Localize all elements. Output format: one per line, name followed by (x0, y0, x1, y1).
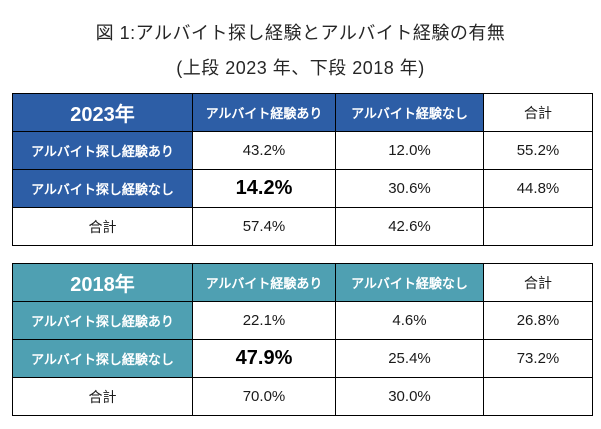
year-header-2018: 2018年 (12, 263, 193, 302)
col-header-experience-yes-2018: アルバイト経験あり (192, 263, 336, 302)
value-cell: 44.8% (483, 169, 593, 208)
value-cell: 12.0% (335, 131, 484, 170)
value-cell-emphasized: 14.2% (192, 169, 336, 208)
row-label-search-yes-2018: アルバイト探し経験あり (12, 301, 193, 340)
table-row: 合計 57.4% 42.6% (12, 207, 593, 246)
row-label-total-2023: 合計 (12, 207, 193, 246)
value-cell-empty (483, 207, 593, 246)
value-cell: 43.2% (192, 131, 336, 170)
value-cell: 57.4% (192, 207, 336, 246)
value-cell: 73.2% (483, 339, 593, 378)
value-cell: 70.0% (192, 377, 336, 416)
figure-title-line1: 図 1:アルバイト探し経験とアルバイト経験の有無 (95, 23, 506, 43)
row-label-total-2018: 合計 (12, 377, 193, 416)
col-header-total-2018: 合計 (483, 263, 593, 302)
table-row: アルバイト探し経験なし 47.9% 25.4% 73.2% (12, 339, 593, 378)
table-2023-header-row: 2023年 アルバイト経験あり アルバイト経験なし 合計 (12, 93, 593, 132)
row-label-search-yes-2023: アルバイト探し経験あり (12, 131, 193, 170)
figure-title-line2: (上段 2023 年、下段 2018 年) (176, 58, 425, 78)
table-2018: 2018年 アルバイト経験あり アルバイト経験なし 合計 アルバイト探し経験あり… (12, 263, 593, 416)
value-cell: 25.4% (335, 339, 484, 378)
value-cell: 42.6% (335, 207, 484, 246)
row-label-search-no-2023: アルバイト探し経験なし (12, 169, 193, 208)
col-header-experience-no-2023: アルバイト経験なし (335, 93, 484, 132)
table-row: 合計 70.0% 30.0% (12, 377, 593, 416)
value-cell: 4.6% (335, 301, 484, 340)
value-cell-empty (483, 377, 593, 416)
table-2023: 2023年 アルバイト経験あり アルバイト経験なし 合計 アルバイト探し経験あり… (12, 93, 593, 246)
col-header-experience-yes-2023: アルバイト経験あり (192, 93, 336, 132)
table-2018-header-row: 2018年 アルバイト経験あり アルバイト経験なし 合計 (12, 263, 593, 302)
value-cell: 22.1% (192, 301, 336, 340)
year-header-2023: 2023年 (12, 93, 193, 132)
value-cell: 30.0% (335, 377, 484, 416)
col-header-total-2023: 合計 (483, 93, 593, 132)
row-label-search-no-2018: アルバイト探し経験なし (12, 339, 193, 378)
table-row: アルバイト探し経験なし 14.2% 30.6% 44.8% (12, 169, 593, 208)
value-cell-emphasized: 47.9% (192, 339, 336, 378)
col-header-experience-no-2018: アルバイト経験なし (335, 263, 484, 302)
value-cell: 55.2% (483, 131, 593, 170)
table-row: アルバイト探し経験あり 22.1% 4.6% 26.8% (12, 301, 593, 340)
value-cell: 30.6% (335, 169, 484, 208)
value-cell: 26.8% (483, 301, 593, 340)
table-row: アルバイト探し経験あり 43.2% 12.0% 55.2% (12, 131, 593, 170)
